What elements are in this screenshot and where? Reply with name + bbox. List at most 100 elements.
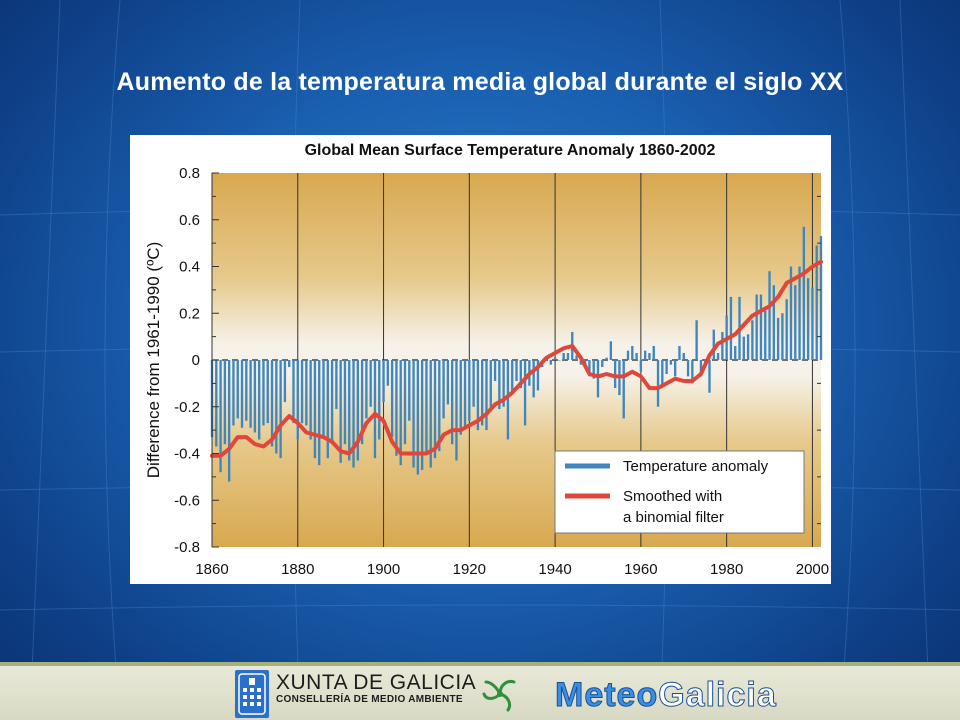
anomaly-bar-1899 [378,360,381,440]
anomaly-bar-1880 [296,360,299,440]
anomaly-bar-1911 [429,360,432,468]
legend-label-smoothed-line1: Smoothed with [623,488,722,505]
anomaly-bar-1998 [802,226,806,360]
anomaly-bar-1926 [493,360,497,382]
anomaly-bar-1992 [776,317,780,360]
anomaly-bar-1985 [746,334,750,360]
anomaly-bar-1997 [798,266,801,360]
anomaly-bar-1935 [532,360,535,398]
anomaly-bar-1914 [442,360,445,419]
anomaly-bar-1883 [309,360,312,440]
y-tick-label-0.2: 0.2 [179,305,200,322]
anomaly-bar-1943 [566,352,570,360]
anomaly-bar-1919 [463,360,467,428]
anomaly-bar-1885 [318,360,321,466]
anomaly-bar-1868 [245,360,248,421]
x-tick-label-1980: 1980 [710,561,743,578]
anomaly-bar-1875 [275,360,278,454]
anomaly-bar-1922 [476,360,480,431]
xunta-org-dept: CONSELLERÍA DE MEDIO AMBIENTE [276,694,463,705]
anomaly-bar-1893 [352,360,355,468]
anomaly-bar-1903 [395,360,398,456]
anomaly-bar-1972 [691,360,694,384]
anomaly-bar-1908 [416,360,420,475]
chart-title: Global Mean Surface Temperature Anomaly … [305,142,716,159]
anomaly-bar-1993 [781,313,784,360]
smoothed-line [210,259,823,458]
anomaly-bar-1969 [678,345,681,360]
anomaly-bar-1968 [674,360,677,377]
anomaly-bar-1965 [661,360,664,386]
footer-bar [0,666,960,720]
anomaly-bar-1976 [708,360,711,393]
anomaly-bar-1970 [682,352,685,360]
anomaly-bar-1967 [669,360,673,365]
y-tick-label-0.6: 0.6 [179,212,200,229]
anomaly-bar-1996 [794,285,797,360]
x-tick-label-2000: 2000 [796,561,829,578]
anomaly-bar-1971 [686,360,690,377]
anomaly-bar-1894 [356,360,359,461]
anomaly-bar-1991 [772,285,775,360]
anomaly-bar-1989 [764,310,767,360]
legend-label-temperature-anomaly: Temperature anomaly [623,458,769,475]
anomaly-bar-1890 [339,360,342,463]
anomaly-bar-1951 [601,360,604,368]
anomaly-bar-1876 [279,360,282,459]
legend-label-smoothed-line2: a binomial filter [623,509,724,526]
y-axis: 0.8 0.6 0.4 0.2 0 -0.2 -0.4 -0.6 -0.8 [174,165,821,556]
anomaly-bar-1942 [562,352,565,360]
x-tick-label-1920: 1920 [453,561,486,578]
anomaly-bar-1948 [588,360,591,377]
anomaly-bar-1932 [519,360,522,389]
anomaly-bar-1912 [433,360,437,459]
y-tick-label--0.4: -0.4 [174,446,200,463]
anomaly-bar-1931 [515,360,518,382]
anomaly-bar-1888 [330,360,334,445]
anomaly-bar-1966 [665,360,668,375]
anomaly-bar-1949 [592,360,595,379]
anomaly-bar-1867 [240,360,244,428]
y-tick-label--0.2: -0.2 [174,399,200,416]
anomaly-bar-1906 [408,360,411,421]
anomaly-bar-1913 [438,360,441,452]
y-tick-label-0: 0 [192,352,200,369]
anomaly-bar-1973 [695,320,698,360]
anomaly-bar-1921 [472,360,475,407]
anomaly-bar-1861 [215,360,218,447]
anomaly-bar-1929 [506,360,510,440]
anomaly-bar-1891 [343,360,347,445]
anomaly-bar-1933 [523,360,527,426]
footer-stripe [0,662,960,666]
anomaly-bar-1981 [729,296,733,360]
anomaly-bar-1879 [292,360,295,424]
chart-panel: Global Mean Surface Temperature Anomaly … [130,135,831,584]
anomaly-bar-1892 [348,360,351,461]
anomaly-bar-1898 [373,360,377,459]
anomaly-bar-2001 [815,245,818,360]
anomaly-bar-1881 [300,360,304,424]
anomaly-bar-1945 [575,355,578,360]
y-tick-label-0.8: 0.8 [179,165,200,182]
anomaly-bar-1909 [420,360,424,470]
anomaly-bar-1961 [643,350,647,360]
anomaly-bar-1974 [699,360,703,377]
logo-part-meteo: Meteo [554,676,659,715]
anomaly-bar-1978 [716,352,720,360]
anomaly-bar-1990 [768,271,771,360]
anomaly-bar-1987 [755,294,758,360]
anomaly-bar-1873 [266,360,269,424]
anomaly-bar-1887 [326,360,329,459]
anomaly-bar-1950 [596,360,600,398]
anomaly-bar-1924 [485,360,488,431]
anomaly-bar-1902 [390,360,394,438]
anomaly-bar-1962 [648,352,651,360]
temperature-anomaly-chart: Global Mean Surface Temperature Anomaly … [144,142,829,578]
anomaly-bar-1923 [481,360,484,426]
anomaly-bars [210,226,823,482]
anomaly-bar-1896 [365,360,368,419]
anomaly-bar-1946 [579,360,583,365]
anomaly-bar-1964 [656,360,660,407]
anomaly-bar-1957 [626,350,630,360]
anomaly-bar-1910 [425,360,428,454]
